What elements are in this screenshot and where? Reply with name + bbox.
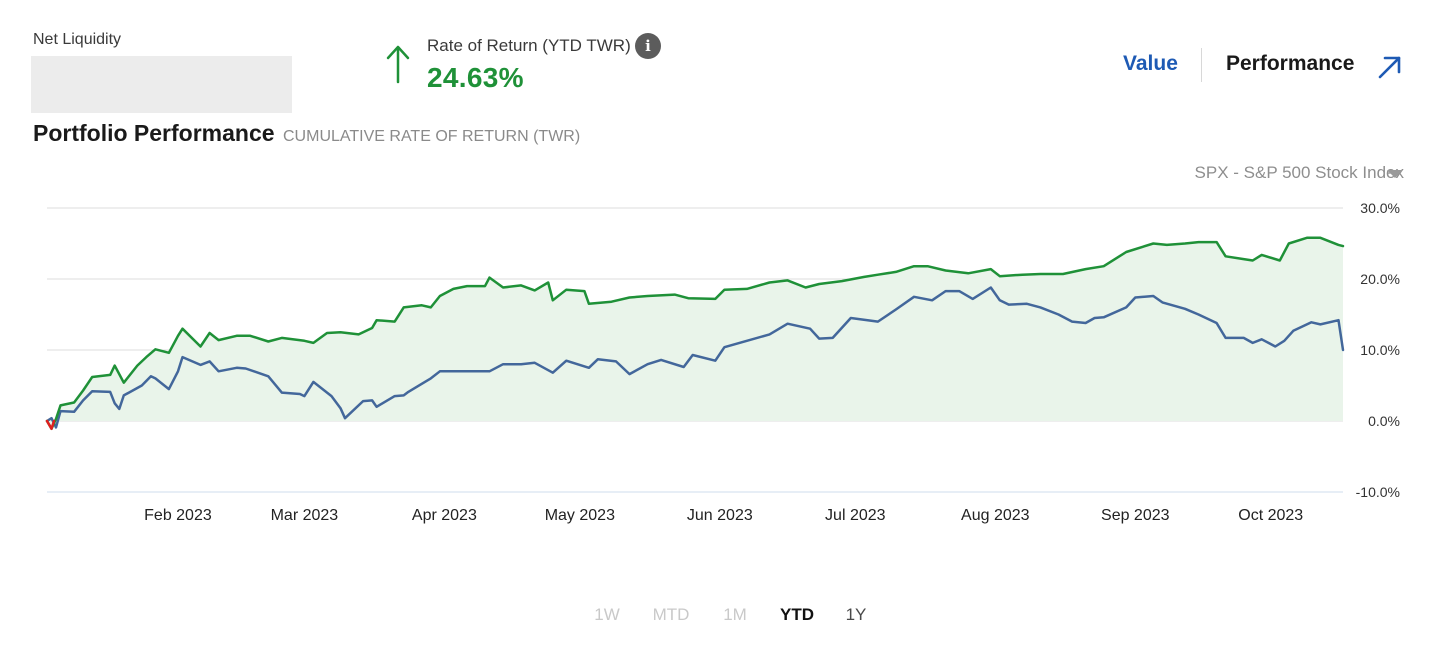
x-tick-label: Feb 2023 (144, 507, 212, 524)
x-tick-label: May 2023 (545, 507, 615, 524)
time-range-selector: 1W MTD 1M YTD 1Y (0, 605, 1456, 633)
benchmark-selector[interactable]: SPX - S&P 500 Stock Index (1194, 163, 1404, 182)
range-button-1m[interactable]: 1M (723, 605, 747, 624)
chevron-down-icon[interactable] (1386, 169, 1404, 179)
net-liquidity-value-box (31, 56, 292, 113)
range-button-mtd[interactable]: MTD (652, 605, 690, 624)
info-icon[interactable]: i (635, 33, 661, 59)
x-tick-label: Mar 2023 (271, 507, 339, 524)
page-title: Portfolio Performance (33, 120, 275, 146)
portfolio-area (47, 237, 1343, 429)
x-tick-label: Oct 2023 (1238, 507, 1303, 524)
portfolio-negative-segment (45, 419, 56, 431)
y-tick-label: 0.0% (1368, 413, 1400, 429)
y-tick-label: -10.0% (1356, 484, 1400, 500)
page-subtitle: CUMULATIVE RATE OF RETURN (TWR) (283, 128, 581, 145)
x-tick-label: Aug 2023 (961, 507, 1030, 524)
expand-arrow-icon[interactable] (1377, 54, 1403, 80)
range-button-ytd[interactable]: YTD (780, 605, 814, 624)
benchmark-line (45, 286, 1345, 429)
x-tick-label: Jun 2023 (687, 507, 753, 524)
arrow-up-icon (386, 45, 410, 84)
x-tick-label: Sep 2023 (1101, 507, 1170, 524)
performance-chart: 30.0% 20.0% 10.0% 0.0% -10.0% Feb 2023 Mar 202… (45, 200, 1400, 524)
panel-title-row: Portfolio Performance CUMULATIVE RATE OF… (33, 120, 580, 147)
tab-value[interactable]: Value (1123, 52, 1178, 75)
rate-of-return-label: Rate of Return (YTD TWR) (427, 36, 631, 55)
range-button-1y[interactable]: 1Y (845, 605, 867, 624)
x-tick-label: Apr 2023 (412, 507, 477, 524)
tab-performance[interactable]: Performance (1226, 52, 1355, 75)
y-tick-label: 30.0% (1360, 200, 1400, 216)
tab-divider (1201, 48, 1202, 82)
x-tick-label: Jul 2023 (825, 507, 886, 524)
y-tick-label: 10.0% (1360, 342, 1400, 358)
net-liquidity-label: Net Liquidity (33, 31, 122, 48)
portfolio-line (45, 236, 1345, 431)
y-tick-label: 20.0% (1360, 271, 1400, 287)
range-button-1w[interactable]: 1W (594, 605, 620, 624)
rate-of-return-value: 24.63% (427, 62, 524, 93)
